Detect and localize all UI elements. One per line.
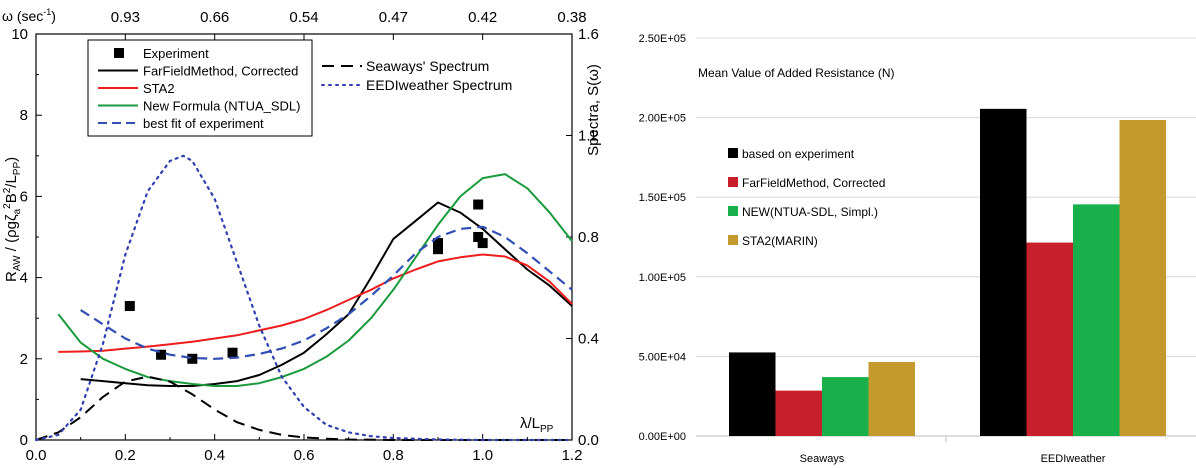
legend-swatch — [728, 206, 738, 216]
right-bars — [729, 108, 1166, 437]
legend-label: STA2(MARIN) — [742, 234, 818, 248]
bar-eediweather-0 — [980, 108, 1027, 437]
inner-legend-label: Experiment — [143, 46, 209, 61]
x-tick-label: 0.6 — [294, 447, 315, 464]
left-line-chart: 0.0 0.2 0.4 0.6 0.8 1.0 1.2 0 2 4 6 8 10 0.0 0.4 0.8 1.2… — [2, 7, 602, 464]
series-line-seaways-spectrum — [35, 375, 572, 441]
category-label: Seaways — [800, 453, 845, 465]
y-left-tick-label: 10 — [11, 26, 28, 43]
inner-legend-label: New Formula (NTUA_SDL) — [143, 99, 300, 114]
y-tick-label: 2.00E+05 — [639, 113, 686, 125]
right-legend: based on experiment FarFieldMethod, Corre… — [728, 147, 885, 248]
experiment-point — [473, 232, 484, 242]
y-right-axis-label: Spectra, S(ω) — [585, 64, 602, 156]
top-omega-tick-label: 0.93 — [111, 9, 140, 26]
experiment-point — [433, 244, 443, 255]
top-axis-label: ω (sec-1) — [2, 7, 56, 24]
series-line-best-fit-of-experiment — [80, 225, 573, 360]
experiment-point — [124, 301, 135, 312]
y-left-tick-label: 2 — [20, 351, 28, 368]
left-legend: Experiment FarFieldMethod, Corrected STA2 N… — [87, 39, 512, 137]
legend-label: FarFieldMethod, Corrected — [742, 176, 885, 190]
x-tick-label: 1.2 — [562, 447, 583, 464]
top-omega-tick-label: 0.47 — [379, 9, 408, 26]
bar-eediweather-3 — [1119, 119, 1166, 436]
bar-eediweather-2 — [1073, 204, 1120, 436]
y-right-tick-label: 0.4 — [578, 331, 599, 348]
series-line-sta2 — [58, 253, 573, 353]
y-left-tick-label: 8 — [20, 107, 28, 124]
left-series-group — [34, 154, 574, 442]
bar-seaways-0 — [729, 352, 776, 436]
experiment-point — [433, 238, 443, 249]
y-right-tick-label: 1.2 — [578, 128, 599, 145]
experiment-point — [156, 349, 167, 360]
legend-swatch — [728, 148, 738, 158]
bar-seaways-1 — [775, 390, 822, 436]
inner-legend-label: FarFieldMethod, Corrected — [143, 64, 298, 79]
y-tick-label: 1.00E+05 — [639, 272, 686, 284]
top-omega-tick-label: 0.54 — [289, 9, 318, 26]
y-left-axis-label: RAW / (ρgζa2B2/LPP) — [2, 157, 23, 282]
inner-legend-label: best fit of experiment — [143, 116, 264, 131]
y-tick-label: 0.00E+00 — [639, 431, 686, 443]
outer-legend-label: Seaways' Spectrum — [366, 58, 489, 74]
experiment-point — [473, 199, 484, 210]
right-axis-labels: 0.00E+00 5.00E+04 1.00E+05 1.50E+05 2.00E+05… — [639, 33, 1106, 465]
y-left-tick-label: 6 — [20, 188, 28, 205]
experiment-point — [227, 347, 238, 358]
top-omega-tick-label: 0.42 — [468, 9, 497, 26]
legend-swatch — [728, 235, 738, 245]
y-right-tick-label: 0.0 — [578, 432, 599, 449]
series-line-eediweather-spectrum — [34, 154, 574, 442]
y-right-tick-label: 1.6 — [578, 26, 599, 43]
chart-title: Mean Value of Added Resistance (N) — [698, 66, 895, 80]
y-left-tick-label: 0 — [20, 432, 28, 449]
right-bar-chart: 0.00E+00 5.00E+04 1.00E+05 1.50E+05 2.00E+05… — [639, 33, 1196, 465]
top-omega-tick-label: 0.66 — [200, 9, 229, 26]
series-line-new-formula-ntua-sdl- — [57, 173, 573, 387]
legend-swatch — [728, 177, 738, 187]
inner-legend-label: STA2 — [143, 81, 175, 96]
experiment-point — [477, 238, 488, 249]
x-tick-label: 0.2 — [115, 447, 136, 464]
x-tick-label: 0.0 — [26, 447, 47, 464]
bar-seaways-3 — [868, 361, 915, 436]
legend-label: NEW(NTUA-SDL, Simpl.) — [742, 205, 878, 219]
top-omega-tick-label: 0.38 — [557, 9, 586, 26]
bar-seaways-2 — [822, 377, 869, 436]
category-label: EEDIweather — [1041, 453, 1106, 465]
y-right-tick-label: 0.8 — [578, 229, 599, 246]
legend-swatch — [114, 48, 124, 58]
bar-eediweather-1 — [1026, 242, 1073, 436]
left-axis-labels: 0.0 0.2 0.4 0.6 0.8 1.0 1.2 0 2 4 6 8 10 0.0 0.4 0.8 1.2… — [2, 7, 602, 464]
outer-legend-label: EEDIweather Spectrum — [366, 77, 512, 93]
x-axis-label: λ/LPP — [520, 415, 554, 435]
x-tick-label: 1.0 — [472, 447, 493, 464]
series-line-farfieldmethod-corrected — [80, 201, 573, 387]
y-left-tick-label: 4 — [20, 270, 28, 287]
x-tick-label: 0.8 — [383, 447, 404, 464]
y-tick-label: 2.50E+05 — [639, 33, 686, 45]
experiment-point — [187, 353, 198, 364]
y-tick-label: 5.00E+04 — [639, 351, 686, 363]
y-tick-label: 1.50E+05 — [639, 192, 686, 204]
x-tick-label: 0.4 — [204, 447, 225, 464]
legend-label: based on experiment — [742, 147, 855, 161]
